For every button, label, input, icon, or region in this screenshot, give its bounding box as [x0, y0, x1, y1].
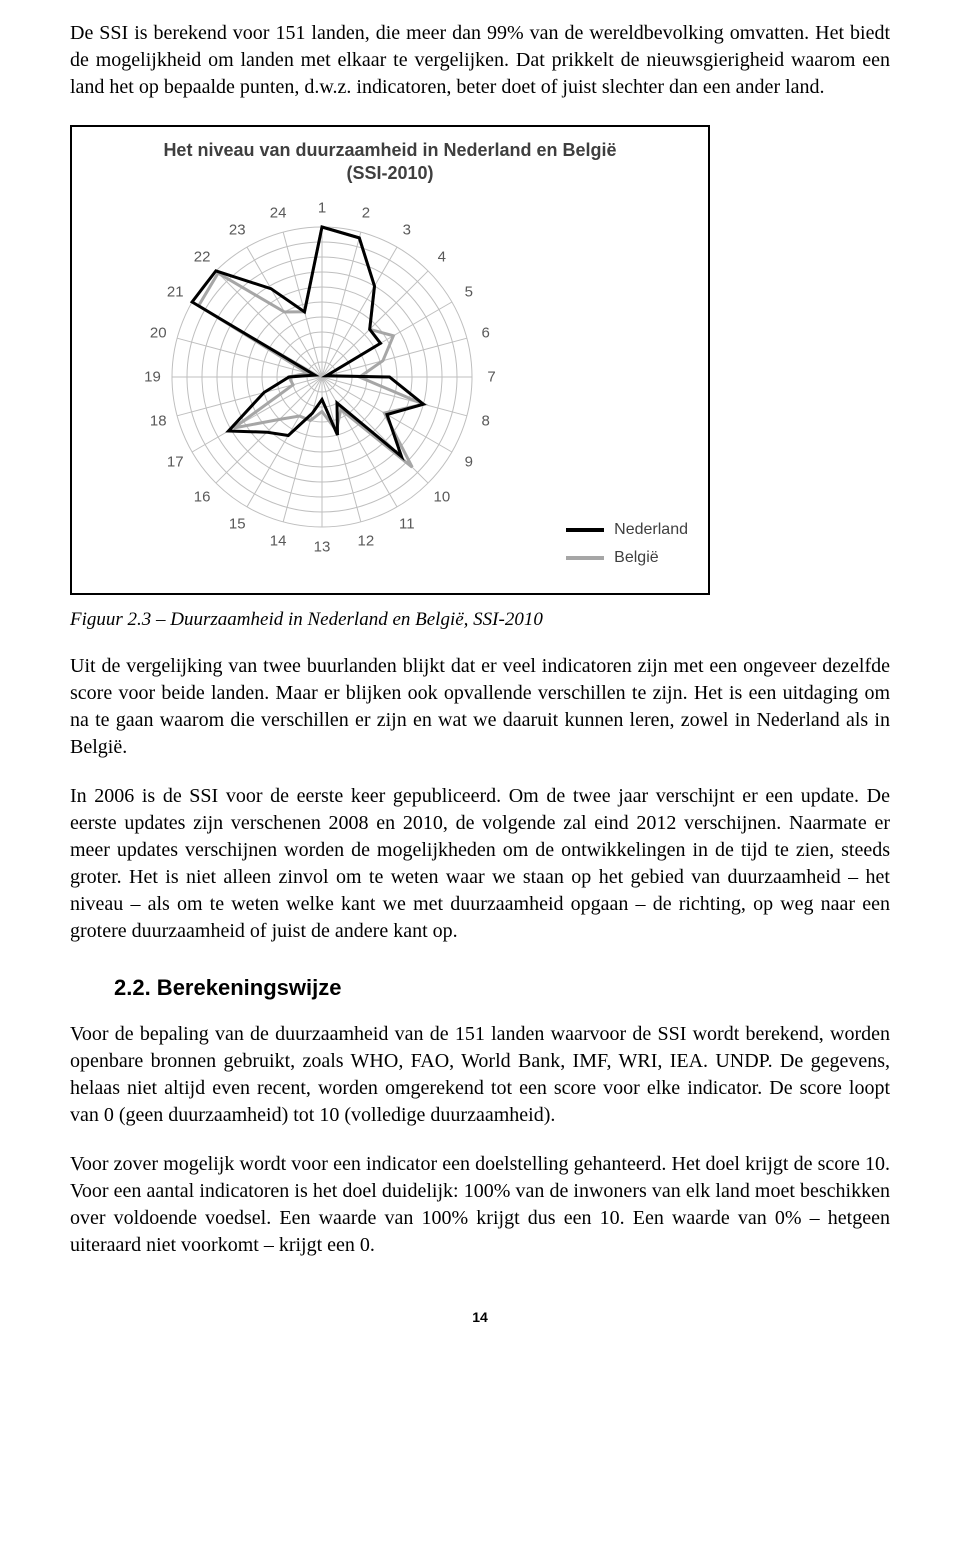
axis-label: 23 [229, 222, 246, 239]
axis-label: 24 [270, 205, 287, 222]
figure-caption: Figuur 2.3 – Duurzaamheid in Nederland e… [70, 609, 890, 631]
legend-swatch-belgie [566, 556, 604, 560]
axis-label: 8 [482, 412, 490, 429]
axis-label: 18 [150, 412, 167, 429]
axis-label: 11 [399, 515, 415, 532]
chart-title: Het niveau van duurzaamheid in Nederland… [72, 139, 708, 184]
legend-label-belgie: België [614, 549, 658, 567]
axis-label: 7 [487, 369, 495, 386]
axis-label: 22 [194, 249, 211, 266]
chart-legend: Nederland België [566, 511, 688, 567]
legend-item-nederland: Nederland [566, 521, 688, 539]
legend-item-belgie: België [566, 549, 688, 567]
axis-label: 15 [229, 515, 246, 532]
figure-frame: Het niveau van duurzaamheid in Nederland… [70, 125, 710, 595]
paragraph-history: In 2006 is de SSI voor de eerste keer ge… [70, 783, 890, 945]
axis-label: 4 [438, 249, 446, 266]
legend-label-nederland: Nederland [614, 521, 688, 539]
axis-label: 10 [434, 488, 451, 505]
page-number: 14 [70, 1309, 890, 1325]
paragraph-method-1: Voor de bepaling van de duurzaamheid van… [70, 1021, 890, 1129]
axis-label: 3 [403, 222, 411, 239]
axis-label: 21 [167, 284, 184, 301]
section-heading: 2.2. Berekeningswijze [114, 975, 890, 1001]
radar-chart: 123456789101112131415161718192021222324 [142, 197, 502, 557]
chart-title-line2: (SSI-2010) [346, 163, 433, 183]
chart-title-line1: Het niveau van duurzaamheid in Nederland… [163, 140, 616, 160]
axis-label: 17 [167, 453, 184, 470]
axis-label: 5 [465, 284, 473, 301]
paragraph-method-2: Voor zover mogelijk wordt voor een indic… [70, 1151, 890, 1259]
axis-label: 1 [318, 199, 326, 216]
paragraph-comparison: Uit de vergelijking van twee buurlanden … [70, 653, 890, 761]
axis-label: 13 [314, 538, 331, 555]
axis-label: 20 [150, 325, 167, 342]
axis-label: 2 [362, 205, 370, 222]
axis-label: 16 [194, 488, 211, 505]
legend-swatch-nederland [566, 528, 604, 532]
axis-label: 6 [482, 325, 490, 342]
axis-label: 12 [358, 532, 375, 549]
axis-label: 19 [144, 369, 161, 386]
axis-label: 9 [465, 453, 473, 470]
paragraph-intro: De SSI is berekend voor 151 landen, die … [70, 20, 890, 101]
axis-label: 14 [270, 532, 287, 549]
